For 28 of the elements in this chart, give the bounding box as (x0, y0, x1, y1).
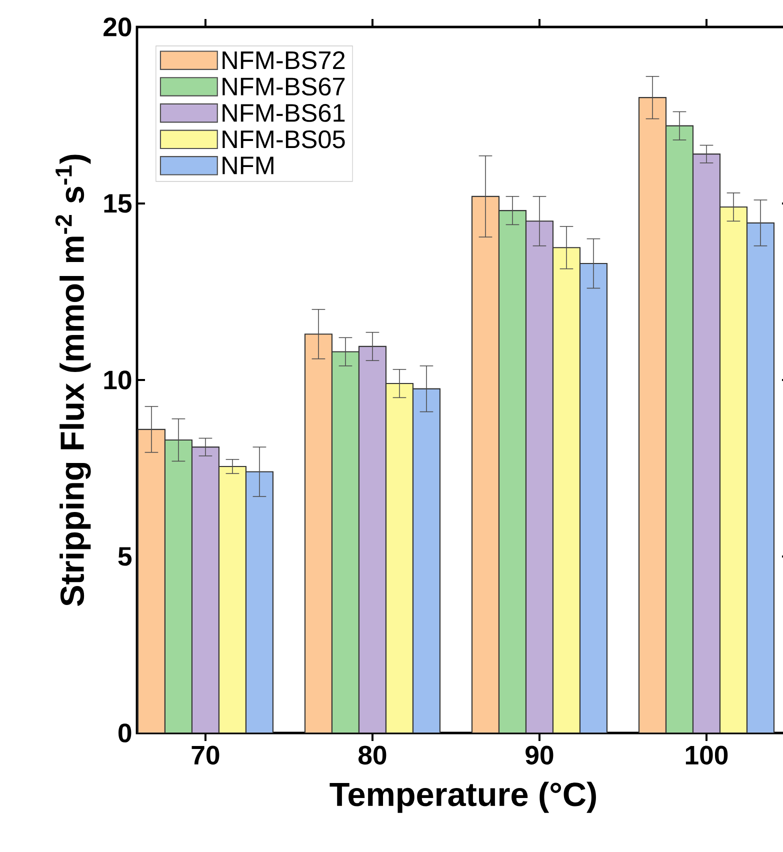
legend-label: NFM-BS61 (222, 104, 345, 122)
bar (358, 346, 387, 733)
legend-label: NFM-BS72 (222, 51, 345, 70)
bar (164, 439, 193, 733)
bar (191, 446, 220, 733)
y-tick-label: 0 (118, 724, 132, 742)
y-tick-label: 5 (118, 547, 132, 566)
bar (331, 351, 360, 733)
bar (471, 196, 500, 733)
y-tick-label: 10 (104, 370, 132, 390)
bar (137, 428, 166, 733)
bar (638, 97, 667, 733)
x-tick-label: 100 (686, 746, 728, 765)
bar (304, 334, 333, 733)
legend-label: NFM-BS67 (222, 78, 345, 96)
x-tick-label: 70 (192, 746, 220, 765)
legend-label: NFM (222, 156, 274, 174)
x-axis-title: Temperature (°C) (330, 782, 596, 813)
y-tick-label: 20 (104, 18, 132, 36)
bar (498, 210, 527, 733)
bar (665, 125, 694, 733)
x-tick-label: 80 (358, 746, 386, 765)
legend-label: NFM-BS05 (222, 130, 345, 148)
bar (525, 220, 554, 733)
y-tick-label: 15 (104, 194, 132, 213)
y-axis-title: Stripping Flux (mmol m$^{-2}$ s$^{-1}$) (55, 154, 91, 606)
x-tick-label: 90 (526, 746, 554, 765)
bar (692, 154, 721, 733)
